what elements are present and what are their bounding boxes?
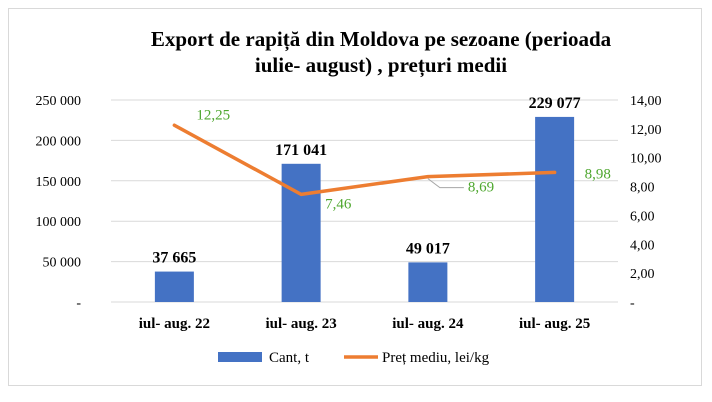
price-data-label: 8,69 bbox=[468, 180, 494, 196]
chart-title-line2: iulie- august) , prețuri medii bbox=[255, 53, 507, 78]
price-line bbox=[172, 123, 557, 197]
y-left-tick-label: 200 000 bbox=[36, 134, 82, 149]
y-right-tick-label: 8,00 bbox=[630, 181, 655, 196]
price-data-label: 12,25 bbox=[196, 107, 230, 123]
line-point bbox=[426, 175, 430, 179]
x-tick-label: iul- aug. 25 bbox=[519, 316, 590, 332]
bar-data-label: 49 017 bbox=[406, 240, 450, 257]
axes: - 50 000 100 000 150 000 200 000 250 000 - 2,00… bbox=[36, 94, 662, 332]
gridlines bbox=[111, 99, 618, 303]
bar-series bbox=[154, 116, 575, 302]
line-point bbox=[553, 170, 557, 174]
bar-data-label: 229 077 bbox=[529, 95, 581, 112]
chart-title-line1: Export de rapiță din Moldova pe sezoane … bbox=[151, 27, 612, 52]
y-left-tick-label: - bbox=[76, 296, 81, 311]
bar-data-label: 37 665 bbox=[152, 250, 196, 267]
y-right-tick-label: - bbox=[630, 296, 635, 311]
legend-label-line: Preț mediu, lei/kg bbox=[382, 350, 490, 366]
y-left-tick-label: 100 000 bbox=[36, 215, 82, 230]
x-tick-label: iul- aug. 23 bbox=[265, 316, 336, 332]
legend: Cant, t Preț mediu, lei/kg bbox=[218, 350, 490, 366]
price-data-label: 8,98 bbox=[585, 166, 611, 182]
bar bbox=[408, 262, 448, 302]
line-series bbox=[172, 123, 557, 197]
y-right-tick-label: 10,00 bbox=[630, 152, 662, 167]
data-labels: 37 665 171 041 49 017 229 077 12,25 7,46 8,69 8… bbox=[152, 95, 611, 267]
y-left-tick-label: 250 000 bbox=[36, 94, 82, 109]
y-left-tick-label: 50 000 bbox=[43, 256, 82, 271]
legend-label-bar: Cant, t bbox=[269, 350, 310, 366]
x-tick-label: iul- aug. 24 bbox=[392, 316, 464, 332]
bar bbox=[154, 271, 194, 302]
line-point bbox=[299, 192, 303, 196]
bar bbox=[535, 116, 575, 302]
y-left-tick-label: 150 000 bbox=[36, 175, 82, 190]
legend-swatch-bar bbox=[218, 352, 262, 362]
combo-chart: Export de rapiță din Moldova pe sezoane … bbox=[36, 27, 662, 366]
y-right-tick-label: 2,00 bbox=[630, 267, 655, 282]
y-right-tick-label: 14,00 bbox=[630, 94, 662, 109]
chart-frame: Export de rapiță din Moldova pe sezoane … bbox=[8, 8, 702, 386]
y-right-tick-label: 6,00 bbox=[630, 209, 655, 224]
bar-data-label: 171 041 bbox=[275, 142, 327, 159]
y-right-tick-label: 12,00 bbox=[630, 123, 662, 138]
bar bbox=[281, 163, 321, 302]
x-tick-label: iul- aug. 22 bbox=[139, 316, 210, 332]
y-right-tick-label: 4,00 bbox=[630, 238, 655, 253]
line-point bbox=[172, 123, 176, 127]
price-label-leader bbox=[427, 178, 464, 189]
price-data-label: 7,46 bbox=[325, 196, 352, 212]
